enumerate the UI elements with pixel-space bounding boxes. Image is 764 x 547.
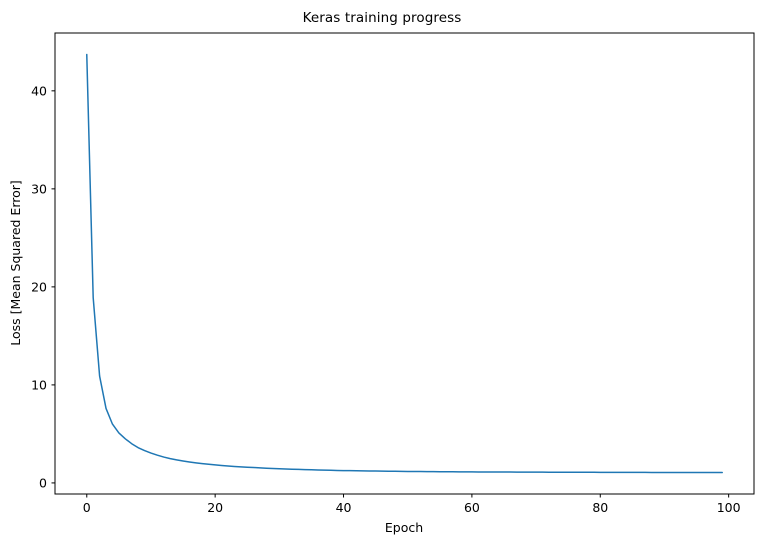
x-tick-label: 80 [592,500,608,515]
x-tick-label: 0 [83,500,91,515]
x-tick-label: 20 [207,500,223,515]
chart-title: Keras training progress [302,10,462,26]
y-tick-label: 30 [31,181,47,196]
loss-line-series [86,53,723,474]
x-tick-label: 60 [464,500,480,515]
x-axis-ticks: 0 20 40 60 80 100 [83,494,741,515]
y-tick-label: 10 [31,377,47,392]
x-tick-label: 100 [717,500,741,515]
y-axis-ticks: 0 10 20 30 40 [31,83,55,490]
y-tick-label: 40 [31,83,47,98]
y-tick-label: 20 [31,279,47,294]
x-tick-label: 40 [336,500,352,515]
y-tick-label: 0 [39,475,47,490]
y-axis-label: Loss [Mean Squared Error] [8,180,23,346]
axes-frame [54,32,755,495]
x-axis-label: Epoch [385,520,423,535]
